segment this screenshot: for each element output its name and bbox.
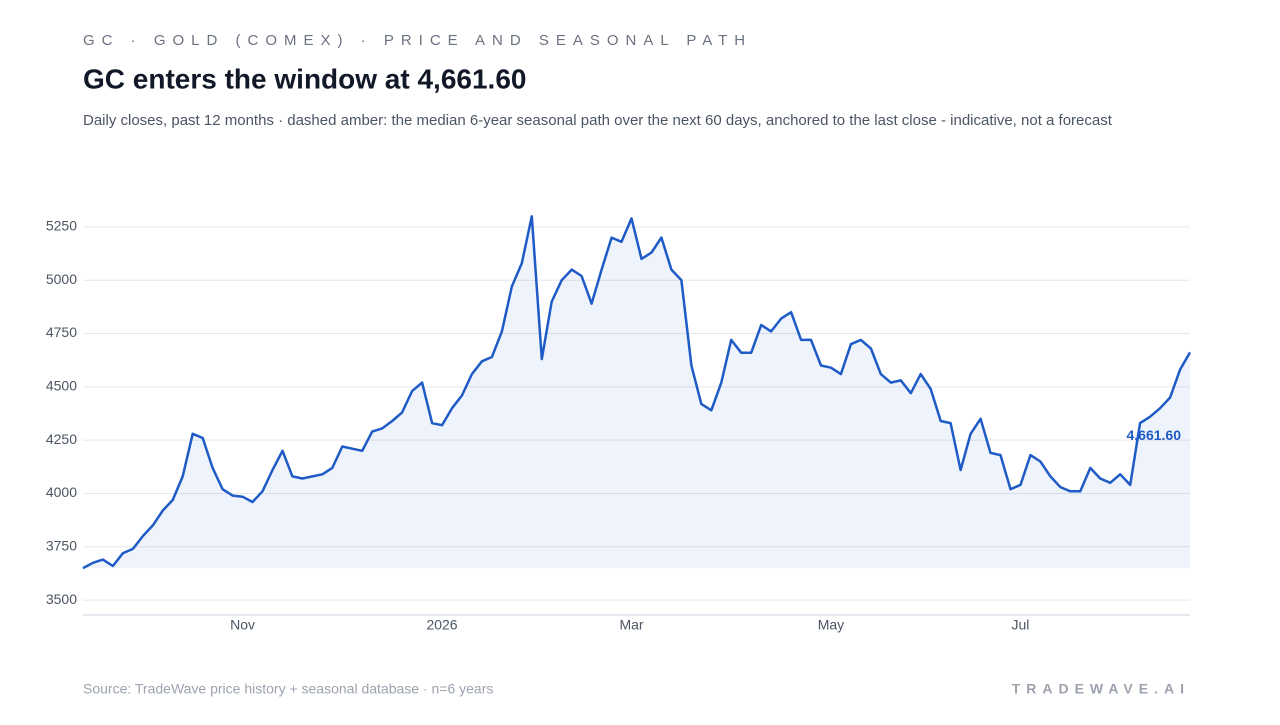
x-tick-label: May — [818, 617, 844, 633]
value-label: 4,661.60 — [1127, 427, 1182, 443]
y-tick-label: 5250 — [46, 218, 77, 234]
y-tick-label: 4750 — [46, 324, 77, 340]
chart-title: GC enters the window at 4,661.60 — [83, 63, 526, 94]
brand: TRADEWAVE.AI — [1012, 681, 1190, 697]
y-tick-label: 4000 — [46, 484, 77, 500]
kicker: GC · GOLD (COMEX) · PRICE AND SEASONAL P… — [83, 32, 752, 49]
x-tick-label: Mar — [619, 617, 643, 633]
y-tick-label: 4250 — [46, 431, 77, 447]
source: Source: TradeWave price history + season… — [83, 681, 493, 697]
y-tick-label: 3500 — [46, 591, 77, 607]
y-tick-label: 3750 — [46, 537, 77, 553]
x-tick-label: 2026 — [426, 617, 457, 633]
x-tick-label: Jul — [1012, 617, 1030, 633]
subtitle: Daily closes, past 12 months · dashed am… — [83, 112, 1113, 129]
y-tick-label: 5000 — [46, 271, 77, 287]
x-tick-label: Nov — [230, 617, 255, 633]
line — [82, 215, 1192, 570]
y-tick-label: 4500 — [46, 378, 77, 394]
area — [83, 216, 1190, 569]
